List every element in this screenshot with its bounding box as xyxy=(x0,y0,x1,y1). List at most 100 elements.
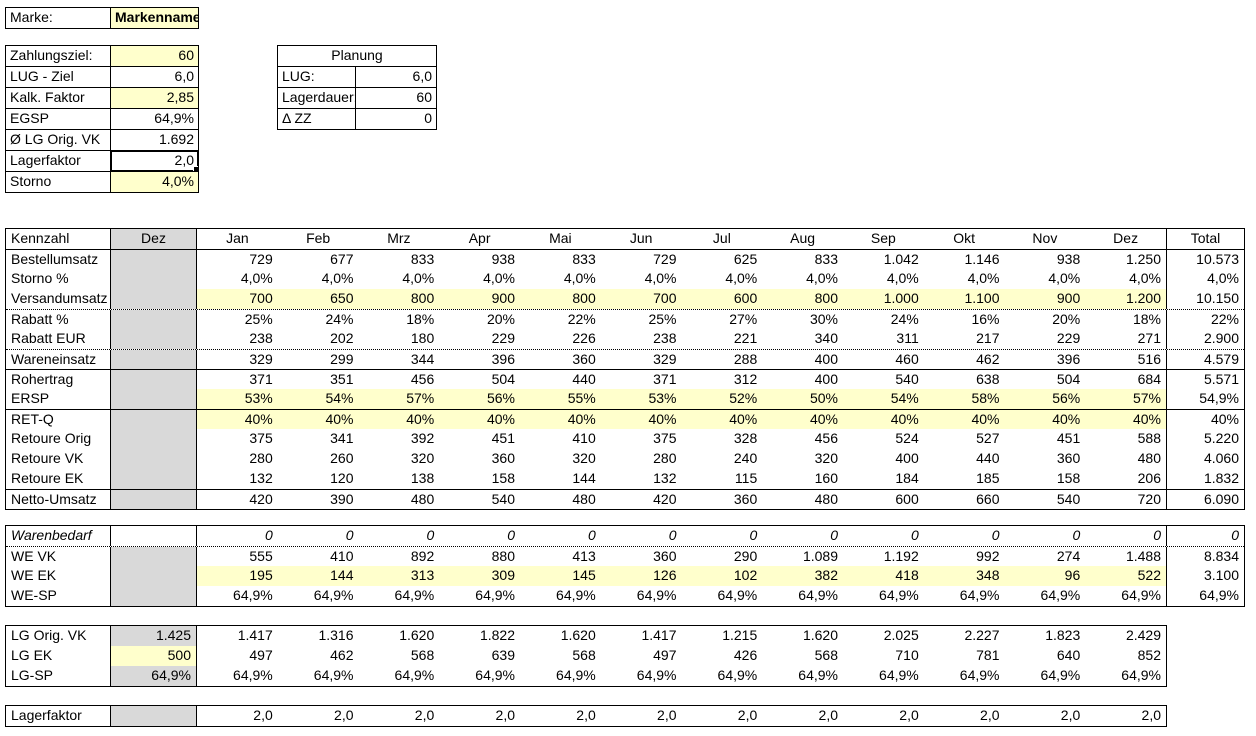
value-cell[interactable]: 40% xyxy=(600,410,682,429)
marke-label[interactable]: Marke: xyxy=(6,8,111,28)
value-cell[interactable]: 30% xyxy=(809,311,838,327)
dez-cell[interactable] xyxy=(111,350,197,369)
row-label[interactable]: WE EK xyxy=(6,566,111,586)
value-cell[interactable]: 456 xyxy=(814,430,838,446)
value-cell[interactable]: 54% xyxy=(843,389,924,409)
row-label[interactable]: Storno xyxy=(6,172,111,192)
planung-lagerdauer-cell[interactable]: 60 xyxy=(416,89,432,105)
value-cell[interactable]: 16% xyxy=(971,311,1000,327)
value-cell[interactable]: 40% xyxy=(277,410,359,429)
value-cell[interactable]: 0 xyxy=(264,527,273,543)
value-cell[interactable]: 360 xyxy=(1056,450,1081,466)
dez-cell[interactable]: 500 xyxy=(111,646,197,666)
value-cell[interactable]: 64,9% xyxy=(879,587,919,603)
value-cell[interactable]: 638 xyxy=(976,371,1000,387)
value-cell[interactable]: 195 xyxy=(197,566,278,586)
value-cell[interactable]: 440 xyxy=(976,450,1000,466)
value-cell[interactable]: 4,0% xyxy=(402,270,435,286)
column-header-label[interactable]: Kennzahl xyxy=(6,229,111,249)
value-cell[interactable]: 0 xyxy=(910,527,919,543)
marke-value-cell[interactable]: Markenname xyxy=(111,8,198,28)
value-cell[interactable]: 677 xyxy=(330,251,354,267)
value-cell[interactable]: 138 xyxy=(410,470,435,486)
value-cell[interactable]: 329 xyxy=(249,351,273,367)
value-cell[interactable]: 1.192 xyxy=(883,548,919,564)
value-cell[interactable]: 684 xyxy=(1137,371,1161,387)
value-cell[interactable]: 56% xyxy=(439,389,520,409)
value-cell[interactable]: 497 xyxy=(653,647,677,663)
value-cell[interactable]: 313 xyxy=(358,566,440,586)
column-header-month[interactable]: Aug xyxy=(790,230,816,246)
value-cell[interactable]: 2,0 xyxy=(495,707,515,723)
planung-delta-zz-cell[interactable]: 0 xyxy=(424,110,432,126)
dez-cell[interactable] xyxy=(111,370,197,389)
row-label[interactable]: Lagerfaktor xyxy=(6,151,111,171)
value-cell[interactable]: 64,9% xyxy=(1121,587,1161,603)
value-cell[interactable]: 320 xyxy=(410,450,435,466)
total-cell[interactable]: 2.900 xyxy=(1166,329,1244,349)
row-label[interactable]: Retoure VK xyxy=(6,449,111,469)
dez-cell[interactable] xyxy=(111,289,197,309)
row-label[interactable]: Wareneinsatz xyxy=(6,350,111,369)
value-cell[interactable]: 0 xyxy=(507,527,515,543)
value-cell[interactable]: 1.417 xyxy=(641,627,677,643)
value-cell[interactable]: 729 xyxy=(249,251,273,267)
value-cell[interactable]: 504 xyxy=(491,371,515,387)
value-cell[interactable]: 4,0% xyxy=(886,270,919,286)
value-cell[interactable]: 0 xyxy=(749,527,758,543)
dez-cell[interactable] xyxy=(111,329,197,349)
dez-cell[interactable] xyxy=(111,429,197,449)
dez-cell[interactable] xyxy=(111,586,197,606)
lug-ziel-cell[interactable]: 6,0 xyxy=(174,68,194,84)
value-cell[interactable]: 516 xyxy=(1137,351,1161,367)
value-cell[interactable]: 375 xyxy=(249,430,273,446)
value-cell[interactable]: 4,0% xyxy=(967,270,1000,286)
value-cell[interactable]: 1.100 xyxy=(923,289,1005,309)
value-cell[interactable]: 64,9% xyxy=(556,587,596,603)
value-cell[interactable]: 280 xyxy=(653,450,677,466)
value-cell[interactable]: 271 xyxy=(1137,330,1161,346)
value-cell[interactable]: 64,9% xyxy=(233,667,273,683)
dez-cell[interactable] xyxy=(111,547,197,566)
row-label[interactable]: Ø LG Orig. VK xyxy=(6,130,111,150)
value-cell[interactable]: 328 xyxy=(733,430,758,446)
value-cell[interactable]: 20% xyxy=(486,311,515,327)
value-cell[interactable]: 40% xyxy=(439,410,520,429)
value-cell[interactable]: 426 xyxy=(733,647,758,663)
value-cell[interactable]: 2,0 xyxy=(334,707,354,723)
row-label[interactable]: Kalk. Faktor xyxy=(6,88,111,108)
total-cell[interactable]: 6.090 xyxy=(1166,490,1244,509)
value-cell[interactable]: 781 xyxy=(976,647,1000,663)
value-cell[interactable]: 311 xyxy=(896,330,919,346)
row-label[interactable]: LUG: xyxy=(278,67,356,87)
value-cell[interactable]: 64,9% xyxy=(233,587,273,603)
kalk-faktor-cell[interactable]: 2,85 xyxy=(111,88,198,108)
value-cell[interactable]: 0 xyxy=(991,527,1000,543)
value-cell[interactable]: 24% xyxy=(890,311,919,327)
value-cell[interactable]: 144 xyxy=(277,566,359,586)
value-cell[interactable]: 180 xyxy=(410,330,435,346)
value-cell[interactable]: 320 xyxy=(572,450,596,466)
value-cell[interactable]: 900 xyxy=(439,289,520,309)
value-cell[interactable]: 540 xyxy=(491,491,515,507)
value-cell[interactable]: 1.200 xyxy=(1085,289,1166,309)
value-cell[interactable]: 145 xyxy=(520,566,601,586)
value-cell[interactable]: 226 xyxy=(572,330,596,346)
value-cell[interactable]: 555 xyxy=(249,548,273,564)
planung-lug-cell[interactable]: 6,0 xyxy=(412,68,432,84)
dez-cell[interactable] xyxy=(111,269,197,289)
value-cell[interactable]: 202 xyxy=(330,330,354,346)
column-header-month[interactable]: Mai xyxy=(549,230,572,246)
dez-cell[interactable] xyxy=(111,566,197,586)
value-cell[interactable]: 229 xyxy=(1056,330,1081,346)
value-cell[interactable]: 132 xyxy=(249,470,273,486)
value-cell[interactable]: 540 xyxy=(1056,491,1081,507)
value-cell[interactable]: 20% xyxy=(1052,311,1081,327)
value-cell[interactable]: 144 xyxy=(572,470,596,486)
value-cell[interactable]: 639 xyxy=(491,647,515,663)
row-label[interactable]: Lagerfaktor xyxy=(6,706,111,726)
value-cell[interactable]: 480 xyxy=(814,491,838,507)
value-cell[interactable]: 1.215 xyxy=(722,627,758,643)
value-cell[interactable]: 4,0% xyxy=(725,270,758,286)
value-cell[interactable]: 360 xyxy=(733,491,758,507)
